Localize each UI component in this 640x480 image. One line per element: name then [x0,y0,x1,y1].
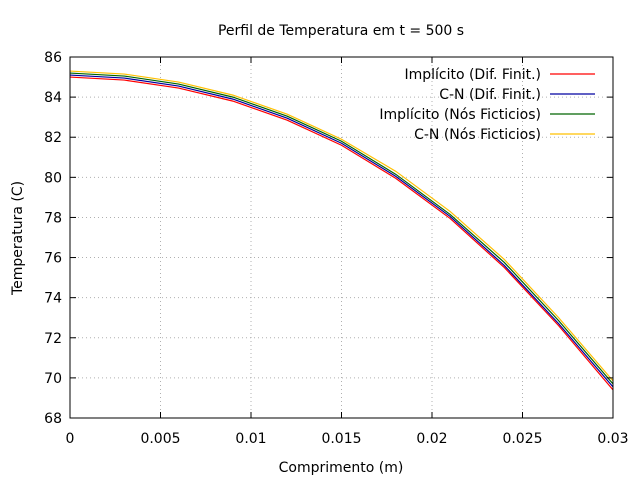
series-line-2 [69,74,614,388]
series-line-1 [69,76,614,391]
y-tick-label: 72 [44,331,62,347]
y-tick-label: 84 [44,90,62,106]
y-tick-label: 80 [44,170,62,186]
grid-lines [70,57,613,418]
x-tick-label: 0.015 [321,431,361,447]
x-axis-label: Comprimento (m) [279,460,404,476]
legend: Implícito (Dif. Finit.) C-N (Dif. Finit.)… [379,67,595,143]
x-tick-label: 0.025 [502,431,542,447]
x-tick-label: 0.005 [140,431,180,447]
y-tick-label: 86 [44,50,62,66]
y-tick-label: 76 [44,251,62,267]
x-tick-label: 0 [66,431,75,447]
y-axis-label: Temperatura (C) [10,181,26,296]
y-tick-label: 68 [44,411,62,427]
y-tick-label: 70 [44,371,62,387]
series-line-3 [69,72,614,385]
chart-title: Perfil de Temperatura em t = 500 s [218,23,464,39]
x-tick-label: 0.02 [416,431,447,447]
legend-label: C-N (Nós Ficticios) [414,127,541,143]
series-lines [69,70,614,391]
legend-label: Implícito (Dif. Finit.) [404,67,541,83]
legend-label: Implícito (Nós Ficticios) [379,107,541,123]
y-tick-label: 74 [44,291,62,307]
x-tick-label: 0.01 [235,431,266,447]
y-tick-label: 82 [44,130,62,146]
axis-ticks: 0 0.005 0.01 0.015 0.02 0.025 0.03 68 70 72 74 76 78… [44,50,628,447]
legend-label: C-N (Dif. Finit.) [439,87,541,103]
y-tick-label: 78 [44,210,62,226]
series-line-4 [69,70,614,382]
x-tick-label: 0.03 [597,431,628,447]
